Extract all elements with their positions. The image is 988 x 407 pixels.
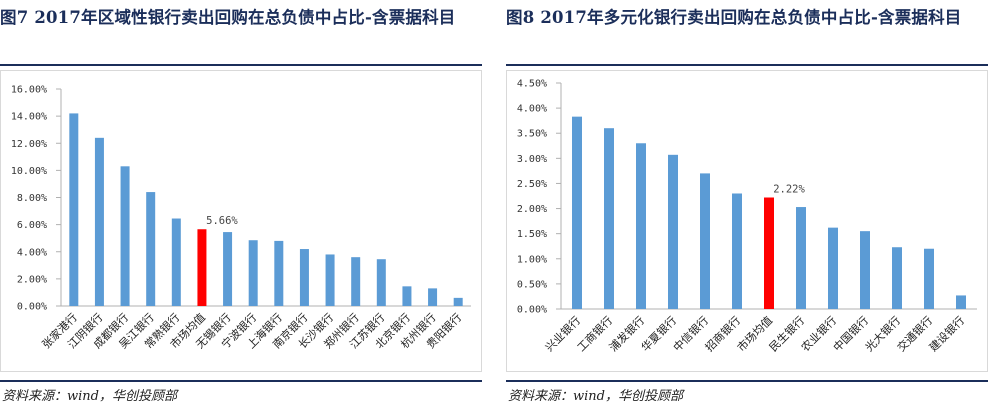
bar [402, 286, 412, 306]
y-tick-label: 4.00% [517, 104, 547, 115]
bar [428, 288, 438, 306]
bar [274, 240, 284, 306]
bar [604, 128, 614, 309]
y-tick-label: 12.00% [11, 139, 47, 150]
bar [892, 247, 902, 309]
bar [860, 231, 870, 309]
figure-7-title: 图7 2017年区域性银行卖出回购在总负债中占比-含票据科目 [0, 8, 456, 27]
figure-8-title: 图8 2017年多元化银行卖出回购在总负债中占比-含票据科目 [506, 8, 962, 27]
y-tick-label: 1.00% [517, 254, 547, 265]
x-category-label: 建设银行 [926, 313, 967, 354]
y-tick-label: 14.00% [11, 112, 47, 123]
y-tick-label: 3.50% [517, 129, 547, 140]
y-tick-label: 6.00% [17, 220, 47, 231]
bar [700, 173, 710, 309]
figure-7-top-rule [0, 64, 482, 66]
figure-8-top-rule [506, 64, 988, 66]
y-tick-label: 4.00% [17, 247, 47, 258]
figure-7-panel: 图7 2017年区域性银行卖出回购在总负债中占比-含票据科目 0.00% 2.00… [0, 0, 482, 407]
figure-7-chart-svg: 0.00% 2.00% 4.00% 6.00% 8.00% 10.00% 12.00% 14.… [11, 85, 471, 351]
y-tick-label: 16.00% [11, 85, 47, 96]
bar [668, 154, 678, 309]
figure-8-source: 资料来源：wind，华创投顾部 [508, 389, 683, 404]
y-tick-label: 2.00% [17, 274, 47, 285]
bar [828, 227, 838, 309]
figure-7-chart: 0.00% 2.00% 4.00% 6.00% 8.00% 10.00% 12.00% 14.… [0, 70, 482, 372]
y-tick-label: 0.00% [17, 302, 47, 313]
y-tick-label: 0.00% [517, 305, 547, 316]
bar [94, 137, 104, 306]
figure-8-chart-svg: 0.00% 0.50% 1.00% 1.50% 2.00% 2.50% 3.00% 3.50%… [517, 79, 977, 354]
y-tick-label: 10.00% [11, 166, 47, 177]
bar-highlight-market-average [764, 197, 774, 309]
bar [796, 207, 806, 309]
bar [351, 257, 361, 306]
bar [325, 254, 335, 306]
y-tick-label: 2.00% [517, 204, 547, 215]
bar [732, 193, 742, 309]
bar [376, 259, 386, 306]
bar [146, 192, 156, 306]
bar [248, 240, 258, 306]
bar [636, 143, 646, 309]
figure-8-bottom-rule [506, 380, 988, 382]
y-tick-label: 2.50% [517, 179, 547, 190]
y-tick-label: 8.00% [17, 193, 47, 204]
bar [956, 295, 966, 309]
y-tick-label: 3.00% [517, 154, 547, 165]
bar [223, 232, 233, 306]
bar-highlight-market-average [197, 229, 207, 306]
bar [924, 248, 934, 309]
y-tick-label: 1.50% [517, 229, 547, 240]
bar [69, 113, 79, 306]
bar [453, 297, 463, 306]
highlight-data-label: 2.22% [773, 184, 805, 196]
bar [171, 218, 181, 306]
bar [299, 249, 309, 306]
figure-8-chart: 0.00% 0.50% 1.00% 1.50% 2.00% 2.50% 3.00% 3.50%… [506, 70, 988, 372]
figure-8-panel: 图8 2017年多元化银行卖出回购在总负债中占比-含票据科目 0.00% 0.50… [506, 0, 988, 407]
y-tick-label: 4.50% [517, 79, 547, 90]
highlight-data-label: 5.66% [206, 215, 238, 227]
bar [120, 166, 130, 306]
figure-7-bottom-rule [0, 380, 482, 382]
figure-7-source: 资料来源：wind，华创投顾部 [2, 389, 177, 404]
y-tick-label: 0.50% [517, 279, 547, 290]
bar [572, 116, 582, 309]
